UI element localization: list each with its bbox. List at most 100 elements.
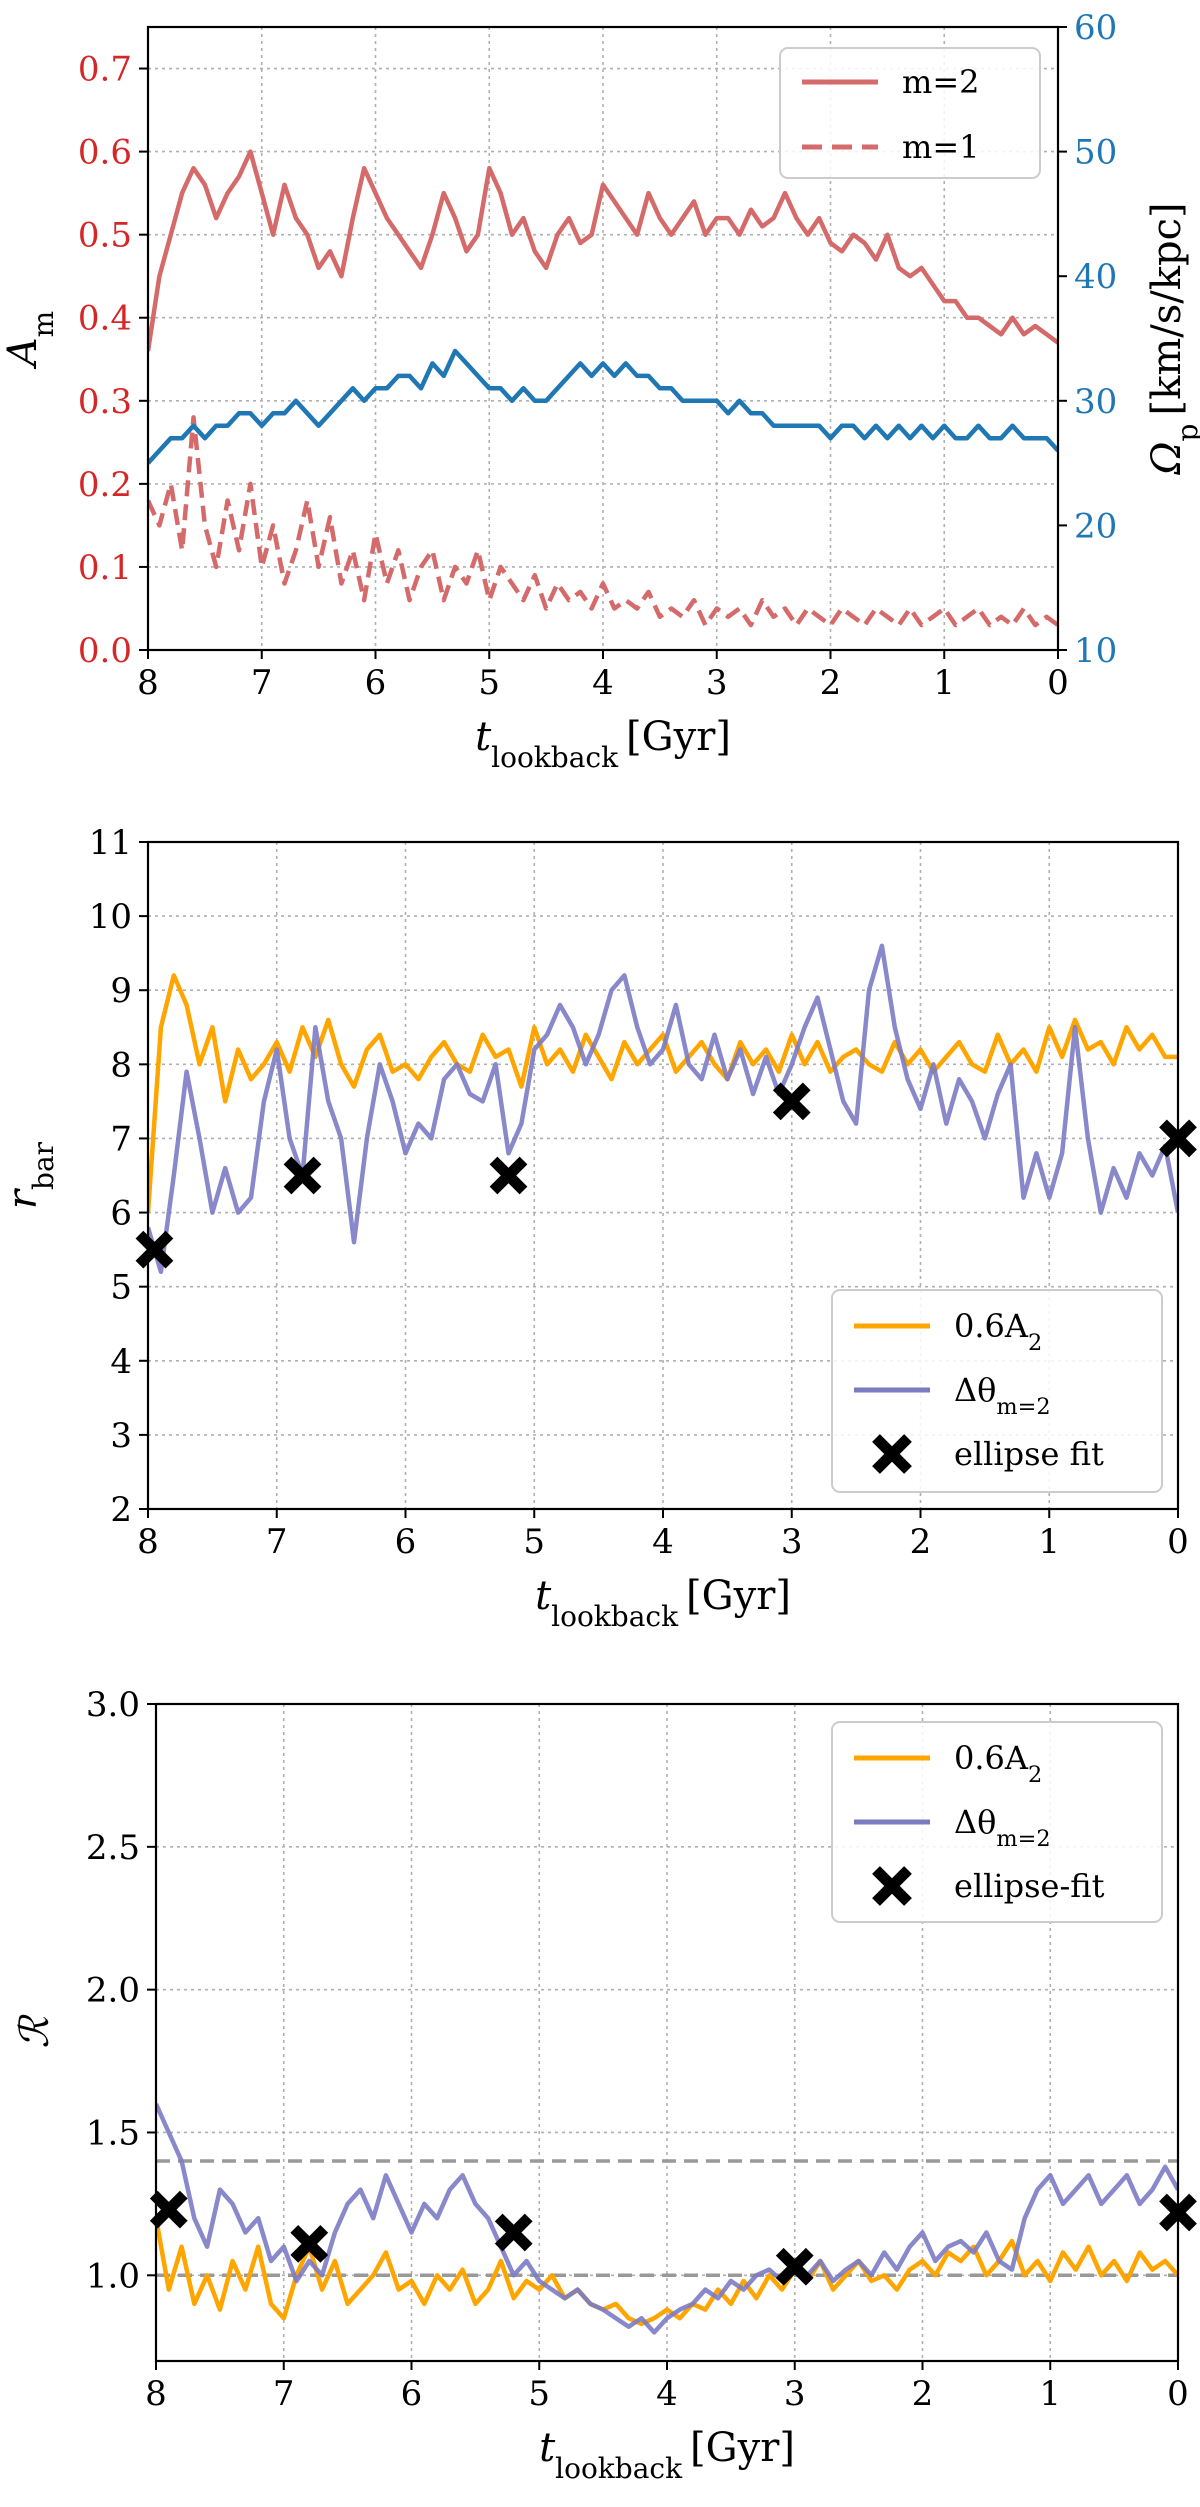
x-tick-label: 4: [592, 663, 614, 703]
legend-label-main: ellipse fit: [954, 1435, 1104, 1473]
x-tick-label: 1: [1039, 2374, 1061, 2414]
y-axis-label-sub: m: [27, 311, 60, 338]
y-axis-label-group: ℛ: [12, 2013, 58, 2048]
x-axis-label: tlookback [Gyr]: [535, 1573, 791, 1633]
y-tick-label: 2.0: [86, 1971, 140, 2011]
legend-label: 0.6A2: [954, 1739, 1042, 1788]
legend-label: ellipse fit: [954, 1435, 1104, 1473]
series-line-0: [148, 149, 1058, 352]
x-axis-label-unit: [Gyr]: [626, 714, 731, 760]
legend-box: [831, 1721, 1163, 1923]
y-axis-label-group: rbar: [0, 1141, 60, 1209]
x-tick-label: 6: [395, 1522, 417, 1562]
ellipse-fit-marker: [494, 2213, 533, 2252]
marker-stroke: [489, 1156, 528, 1195]
x-tick-label: 4: [656, 2374, 678, 2414]
marker-group: [149, 2190, 1197, 2286]
x-tick-label: 3: [784, 2374, 806, 2414]
marker-stroke: [772, 1082, 811, 1121]
x-tick-label: 1: [933, 663, 955, 703]
y-tick-label: 9: [110, 971, 132, 1011]
marker-stroke: [149, 2190, 188, 2229]
x-tick-label: 8: [137, 1522, 159, 1562]
x-axis-label-sub: lookback: [551, 1600, 679, 1633]
y-tick-label: 4: [110, 1342, 132, 1382]
legend-label: Δθm=2: [954, 1371, 1051, 1420]
marker-stroke: [290, 2224, 329, 2263]
y-tick-label: 10: [89, 897, 132, 937]
x-tick-label: 7: [266, 1522, 288, 1562]
x-tick-label: 6: [365, 663, 387, 703]
y-right-tick-label: 30: [1074, 382, 1117, 422]
legend-label: 0.6A2: [954, 1307, 1042, 1356]
ellipse-fit-marker: [772, 1082, 811, 1121]
series-group: [156, 2102, 1178, 2335]
y-tick-label: 3.0: [86, 1685, 140, 1725]
y-tick-label: 2: [110, 1490, 132, 1530]
series-line-0: [156, 2217, 1178, 2327]
y-tick-label: 0.1: [78, 548, 132, 588]
x-tick-label: 8: [137, 663, 159, 703]
y-tick-label: 8: [110, 1045, 132, 1085]
legend-label-main: m=2: [902, 63, 980, 101]
series-line-2: [148, 348, 1058, 465]
x-tick-label: 7: [251, 663, 273, 703]
y-tick-label: 0.2: [78, 465, 132, 505]
series-line-1: [148, 943, 1178, 1275]
x-tick-label: 0: [1167, 1522, 1189, 1562]
y-axis-label: Am: [0, 311, 60, 370]
x-tick-label: 7: [273, 2374, 295, 2414]
y-tick-label: 2.5: [86, 1828, 140, 1868]
x-tick-label: 6: [401, 2374, 423, 2414]
x-axis-label-main: t: [475, 714, 492, 760]
legend-label: m=1: [902, 128, 980, 166]
ellipse-fit-marker: [283, 1156, 322, 1195]
x-tick-label: 2: [912, 2374, 934, 2414]
ellipse-fit-marker: [775, 2247, 814, 2286]
legend: m=2 m=1: [779, 47, 1041, 179]
y-right-axis-label-sub: p: [1171, 424, 1200, 442]
ellipse-fit-marker: [489, 1156, 528, 1195]
y-tick-label: 5: [110, 1268, 132, 1308]
x-tick-label: 3: [706, 663, 728, 703]
legend-marker: [872, 1434, 912, 1474]
y-right-label-group: Ωp [km/s/kpc]: [1144, 202, 1200, 475]
legend-label-sub: m=2: [996, 1826, 1050, 1852]
y-tick-label: 7: [110, 1119, 132, 1159]
x-tick-label: 1: [1038, 1522, 1060, 1562]
y-tick-label: 3: [110, 1416, 132, 1456]
x-tick-label: 5: [528, 2374, 550, 2414]
marker-stroke: [283, 1156, 322, 1195]
legend-label-main: Δθ: [954, 1371, 996, 1409]
marker-stroke: [494, 2213, 533, 2252]
x-tick-label: 2: [910, 1522, 932, 1562]
legend-label-main: 0.6A: [954, 1739, 1029, 1777]
y-axis-label-main: A: [0, 337, 46, 370]
y-tick-label: 0.6: [78, 133, 132, 173]
y-right-tick-label: 60: [1074, 8, 1117, 48]
x-axis-label: tlookback [Gyr]: [539, 2425, 795, 2485]
x-tick-label: 3: [781, 1522, 803, 1562]
y-axis-label-sub: bar: [27, 1141, 60, 1190]
legend-label-main: ellipse-fit: [954, 1867, 1105, 1905]
legend-label-sub: 2: [1028, 1762, 1042, 1788]
x-tick-label: 2: [820, 663, 842, 703]
panel-bottom: 8 7 6 5 4 3 2 1 0 tlookback [Gyr] 1.0 1.5 2.0 2.5 3.0 ℛ 0…: [12, 1685, 1197, 2485]
legend-label-main: Δθ: [954, 1803, 996, 1841]
legend-label: ellipse-fit: [954, 1867, 1105, 1905]
x-tick-label: 0: [1167, 2374, 1189, 2414]
y-right-axis-label: Ωp [km/s/kpc]: [1144, 202, 1200, 475]
y-tick-label: 0.7: [78, 50, 132, 90]
x-axis-label-unit: [Gyr]: [690, 2425, 795, 2471]
y-right-tick-label: 20: [1074, 506, 1117, 546]
ellipse-fit-marker: [149, 2190, 188, 2229]
y-right-tick-label: 40: [1074, 257, 1117, 297]
x-tick-label: 5: [478, 663, 500, 703]
y-tick-label: 11: [89, 823, 132, 863]
y-right-axis-label-main: Ω: [1144, 441, 1190, 475]
legend-label-main: m=1: [902, 128, 980, 166]
y-right-tick-label: 10: [1074, 631, 1117, 671]
y-axis-label-main: ℛ: [12, 2013, 58, 2048]
